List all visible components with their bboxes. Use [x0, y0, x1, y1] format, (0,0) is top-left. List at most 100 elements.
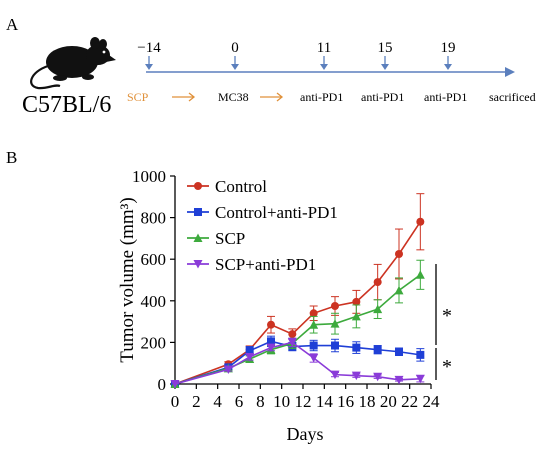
day-label-19: 19: [441, 40, 456, 56]
y-tick-label: 1000: [132, 167, 166, 186]
x-tick-label: 20: [380, 392, 397, 411]
data-point: [287, 338, 297, 347]
data-point: [415, 270, 425, 279]
tick-arrow-head: [444, 64, 452, 70]
data-point: [395, 250, 403, 258]
series-scp-anti-pd1: [170, 337, 425, 389]
timeline-arrowhead: [505, 67, 515, 77]
data-point: [373, 278, 382, 287]
timeline: [145, 56, 515, 102]
data-point: [223, 365, 233, 374]
data-point: [309, 341, 318, 350]
event-label-mc38: MC38: [218, 90, 249, 104]
mouse-silhouette-icon: [30, 37, 116, 90]
series-line: [174, 221, 422, 385]
data-point: [394, 285, 404, 295]
data-point: [331, 302, 339, 310]
y-axis-label: Tumor volume (mm³): [117, 197, 138, 362]
series-scp: [170, 259, 425, 388]
data-point: [416, 350, 425, 359]
data-point: [373, 345, 382, 354]
legend-marker: [193, 233, 203, 242]
day-label-minus14: −14: [137, 40, 161, 56]
timeline-tick-arrow-0: [145, 56, 153, 70]
tick-arrow-head: [381, 64, 389, 70]
data-point: [415, 374, 425, 384]
timeline-tick-arrow-4: [444, 56, 452, 70]
day-label-0: 0: [231, 40, 239, 56]
data-point: [288, 330, 297, 339]
legend-marker: [194, 182, 202, 190]
x-tick-label: 0: [171, 392, 180, 411]
legend-entry: SCP+anti-PD1: [187, 255, 316, 274]
y-tick-label: 600: [141, 250, 167, 269]
event-arrow-0: [172, 92, 196, 102]
data-point: [351, 371, 361, 381]
day-label-15: 15: [378, 40, 393, 56]
x-tick-label: 10: [273, 392, 290, 411]
panel-b-label: B: [6, 148, 17, 167]
legend-entry: Control+anti-PD1: [187, 203, 338, 222]
timeline-tick-arrow-1: [231, 56, 239, 70]
significance-star-2: *: [442, 356, 452, 378]
x-tick-label: 12: [295, 392, 312, 411]
significance-star-1: *: [442, 305, 452, 327]
mouse-strain-label: C57BL/6: [22, 92, 111, 118]
panel-a-label: A: [6, 15, 19, 34]
x-tick-label: 4: [213, 392, 222, 411]
data-point: [330, 319, 340, 328]
x-axis-label: Days: [287, 424, 324, 444]
data-point: [351, 311, 361, 321]
timeline-tick-arrow-3: [381, 56, 389, 70]
data-point: [394, 375, 404, 385]
data-point: [373, 304, 383, 314]
data-point: [352, 343, 361, 352]
data-point: [245, 346, 254, 355]
data-point: [416, 217, 425, 226]
legend-label: Control+anti-PD1: [215, 203, 338, 222]
data-point: [309, 309, 318, 318]
data-point: [309, 320, 319, 329]
data-point: [267, 337, 275, 346]
legend-label: Control: [215, 177, 267, 196]
series-control: [171, 193, 425, 388]
tick-arrow-head: [320, 64, 328, 70]
x-tick-label: 16: [337, 392, 354, 411]
data-point: [373, 372, 383, 382]
x-tick-label: 18: [359, 392, 376, 411]
timeline-tick-arrow-2: [320, 56, 328, 70]
event-arrow-head: [188, 92, 196, 102]
data-point: [395, 347, 403, 356]
event-label-sacrificed: sacrificed: [489, 90, 536, 104]
event-label-scp: SCP: [127, 90, 149, 104]
timeline-events: SCP MC38 anti-PD1 anti-PD1 anti-PD1 sacr…: [127, 90, 536, 104]
event-label-anti-pd1-2: anti-PD1: [361, 90, 404, 104]
legend-marker: [193, 260, 203, 269]
event-arrow-1: [260, 92, 284, 102]
event-arrow-head: [276, 92, 284, 102]
data-point: [245, 352, 255, 362]
legend-marker: [194, 208, 202, 216]
data-point: [352, 297, 361, 306]
day-label-11: 11: [317, 40, 331, 56]
data-point: [170, 380, 180, 389]
legend-label: SCP+anti-PD1: [215, 255, 316, 274]
tick-arrow-head: [231, 64, 239, 70]
x-tick-label: 2: [192, 392, 201, 411]
data-point: [266, 343, 276, 353]
series-control-anti-pd1: [171, 335, 425, 388]
y-tick-label: 0: [158, 375, 167, 394]
data-point: [267, 320, 275, 329]
x-tick-label: 22: [401, 392, 418, 411]
legend-entry: Control: [187, 177, 267, 196]
data-point: [330, 370, 340, 380]
x-tick-label: 14: [316, 392, 334, 411]
y-tick-label: 200: [141, 333, 167, 352]
x-tick-label: 24: [423, 392, 441, 411]
legend-entry: SCP: [187, 229, 245, 248]
x-tick-label: 8: [256, 392, 265, 411]
timeline-days: −14 0 11 15 19: [137, 40, 455, 56]
